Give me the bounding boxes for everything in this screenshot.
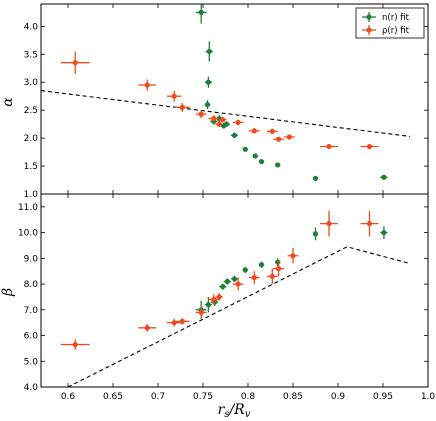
alpha-rho-fit-point <box>266 128 278 135</box>
alpha-rho-fit-point <box>138 79 157 91</box>
beta-y-tick-label: 9.0 <box>24 254 39 264</box>
legend-entry-rho-fit: ρ(r) fit <box>362 25 410 36</box>
beta-y-tick-label: 4.0 <box>24 383 39 393</box>
alpha-n-fit-point <box>380 174 388 180</box>
x-tick-label: 0.8 <box>241 392 256 402</box>
alpha-rho-fit-point <box>208 115 220 122</box>
beta-plot-frame <box>40 193 429 388</box>
alpha-rho-fit-point <box>248 128 260 134</box>
x-tick-label: 0.65 <box>103 392 123 402</box>
alpha-n-fit-point <box>195 4 207 24</box>
beta-n-fit-point <box>230 275 239 283</box>
alpha-rho-fit-point <box>195 110 207 118</box>
alpha-y-tick-label: 3.0 <box>24 78 39 88</box>
alpha-y-tick-label: 2.5 <box>24 106 38 116</box>
beta-rho-fit-point <box>167 318 182 327</box>
beta-rho-fit-point <box>208 294 220 305</box>
beta-rho-fit-point <box>138 323 157 332</box>
beta-n-fit-point <box>242 266 248 274</box>
alpha-y-tick-label: 4.0 <box>24 22 39 32</box>
beta-rho-fit-point <box>175 318 190 325</box>
beta-n-fit-point <box>258 261 265 268</box>
beta-n-fit-point <box>223 278 231 285</box>
alpha-n-fit-point <box>204 100 211 110</box>
alpha-rho-fit-point <box>360 143 379 150</box>
x-tick-label: 0.75 <box>193 392 213 402</box>
legend-label-rho-fit: ρ(r) fit <box>382 26 410 36</box>
beta-rho-fit-point <box>266 268 278 285</box>
x-tick-label: 0.7 <box>151 392 165 402</box>
beta-rho-fit-point <box>232 277 244 291</box>
alpha-rho-fit-point <box>175 102 190 112</box>
beta-y-tick-label: 6.0 <box>24 332 39 342</box>
x-tick-label: 0.85 <box>283 392 303 402</box>
alpha-rho-fit-point <box>219 116 227 123</box>
beta-rho-fit-point <box>60 339 90 350</box>
beta-rho-fit-point <box>248 271 260 285</box>
beta-plot-area <box>60 210 411 387</box>
alpha-y-tick-label: 3.5 <box>24 50 38 60</box>
beta-n-fit-point <box>275 258 281 267</box>
legend: n(r) fit ρ(r) fit <box>355 7 425 39</box>
legend-entry-n-fit: n(r) fit <box>362 12 410 23</box>
alpha-n-fit-point <box>252 153 258 159</box>
beta-axis-label: β <box>0 288 16 297</box>
beta-model-line <box>67 246 411 387</box>
alpha-plot-area <box>41 4 411 181</box>
legend-box <box>355 7 425 39</box>
alpha-n-fit-point <box>230 132 239 139</box>
alpha-axis-label: α <box>0 97 16 107</box>
alpha-rho-fit-point <box>232 119 244 126</box>
alpha-rho-fit-point <box>215 121 223 127</box>
alpha-n-fit-point <box>205 41 213 62</box>
x-tick-label: 0.95 <box>373 392 393 402</box>
x-axis-label: rs/Rv <box>218 402 251 420</box>
x-tick-label: 0.9 <box>331 392 346 402</box>
alpha-n-fit-point <box>222 121 230 127</box>
alpha-y-tick-label: 2.0 <box>24 134 39 144</box>
beta-rho-fit-point <box>215 293 223 301</box>
beta-panel: β rs/Rv <box>0 193 429 420</box>
alpha-n-fit-point <box>204 76 212 88</box>
alpha-y-tick-label: 1.0 <box>24 190 39 200</box>
beta-rho-fit-point <box>195 307 207 318</box>
alpha-n-fit-point <box>242 146 248 152</box>
alpha-rho-fit-point <box>60 51 90 74</box>
alpha-model-line <box>41 90 411 137</box>
beta-y-tick-label: 5.0 <box>24 357 39 367</box>
alpha-rho-fit-point <box>273 136 284 142</box>
beta-rho-fit-point <box>287 248 299 264</box>
beta-y-tick-label: 8.0 <box>24 280 39 290</box>
beta-y-tick-label: 7.0 <box>24 306 39 316</box>
beta-y-tick-label: 10.0 <box>18 229 38 239</box>
alpha-rho-fit-point <box>284 134 295 140</box>
x-tick-label: 1.0 <box>421 392 436 402</box>
alpha-rho-fit-point <box>320 143 338 150</box>
x-tick-label: 0.6 <box>61 392 76 402</box>
beta-rho-fit-point <box>273 260 284 277</box>
alpha-y-tick-label: 1.5 <box>24 162 38 172</box>
beta-n-fit-point <box>312 227 319 241</box>
alpha-rho-fit-point <box>167 90 182 102</box>
beta-rho-fit-point <box>320 210 338 237</box>
legend-label-n-fit: n(r) fit <box>382 13 410 23</box>
beta-rho-fit-point <box>360 210 379 237</box>
beta-y-tick-label: 11.0 <box>18 203 38 213</box>
beta-n-fit-point <box>380 226 388 240</box>
alpha-n-fit-point <box>312 175 319 181</box>
alpha-n-fit-point <box>258 158 265 165</box>
beta-n-fit-point <box>219 283 227 290</box>
alpha-n-fit-point <box>275 162 281 168</box>
